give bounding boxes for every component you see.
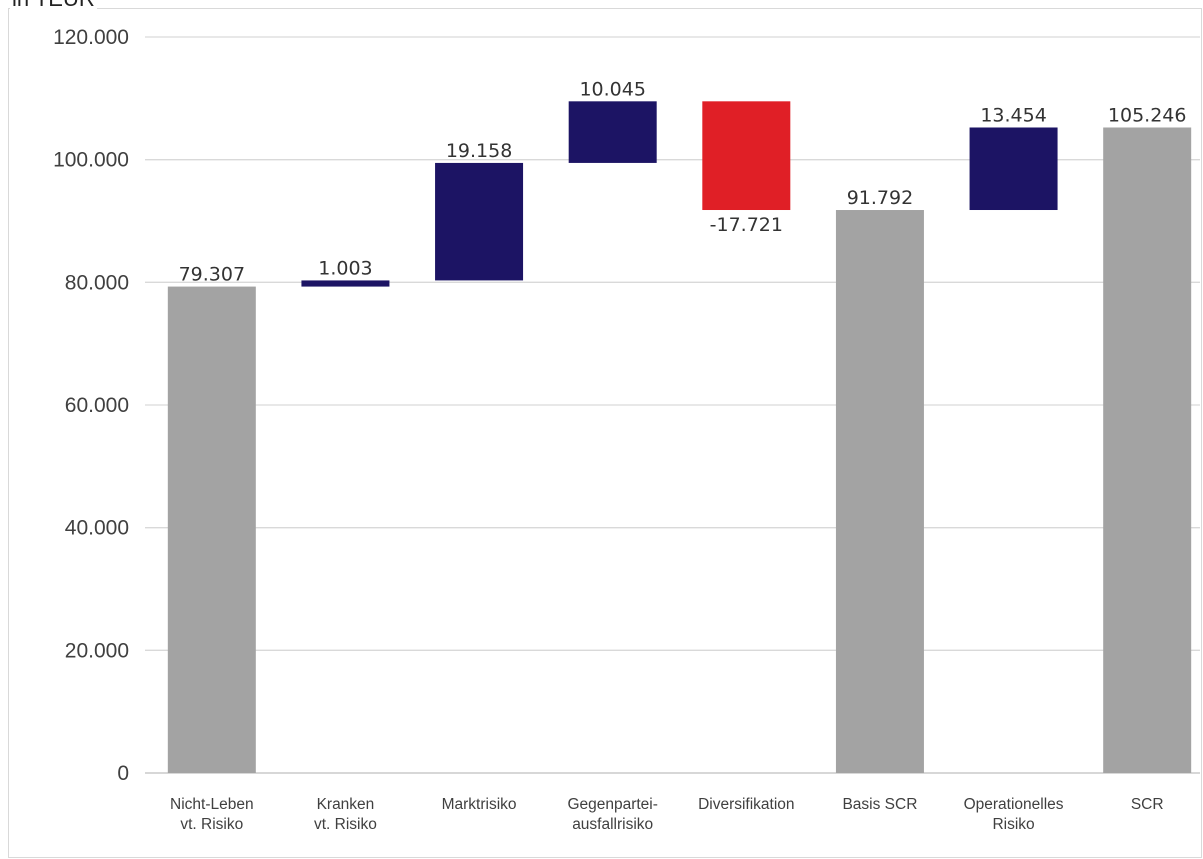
- data-label: 19.158: [446, 140, 512, 162]
- category-label: vt. Risiko: [314, 816, 377, 833]
- category-label: Operationelles: [964, 796, 1064, 813]
- data-label: -17.721: [710, 214, 783, 236]
- y-tick-label: 40.000: [65, 517, 129, 540]
- category-label: Kranken: [317, 796, 375, 813]
- bar-increase: [969, 127, 1058, 211]
- y-tick-label: 80.000: [65, 271, 129, 294]
- data-label: 91.792: [847, 187, 913, 209]
- bar-increase: [301, 280, 390, 287]
- data-label: 105.246: [1108, 104, 1187, 126]
- data-label: 10.045: [579, 78, 645, 100]
- bar-total: [1103, 127, 1192, 773]
- bar-increase: [435, 162, 524, 281]
- data-label: 1.003: [318, 257, 372, 279]
- category-label: vt. Risiko: [180, 816, 243, 833]
- category-label: Risiko: [992, 816, 1034, 833]
- category-label: Gegenpartei-: [567, 796, 657, 813]
- category-label: Basis SCR: [842, 796, 917, 813]
- y-tick-label: 120.000: [53, 26, 129, 49]
- y-tick-label: 0: [117, 762, 129, 785]
- unit-label: in TEUR: [10, 0, 97, 10]
- bar-total: [835, 210, 924, 774]
- bar-total: [167, 286, 256, 773]
- category-label: Diversifikation: [698, 796, 794, 813]
- category-label: Marktrisiko: [442, 796, 517, 813]
- y-tick-label: 100.000: [53, 149, 129, 172]
- category-label: SCR: [1131, 796, 1164, 813]
- y-tick-label: 60.000: [65, 394, 129, 417]
- data-label: 13.454: [980, 104, 1046, 126]
- y-tick-label: 20.000: [65, 639, 129, 662]
- category-label: ausfallrisiko: [572, 816, 653, 833]
- category-label: Nicht-Leben: [170, 796, 254, 813]
- bar-increase: [568, 101, 657, 163]
- data-label: 79.307: [179, 264, 245, 286]
- bar-decrease: [702, 101, 791, 211]
